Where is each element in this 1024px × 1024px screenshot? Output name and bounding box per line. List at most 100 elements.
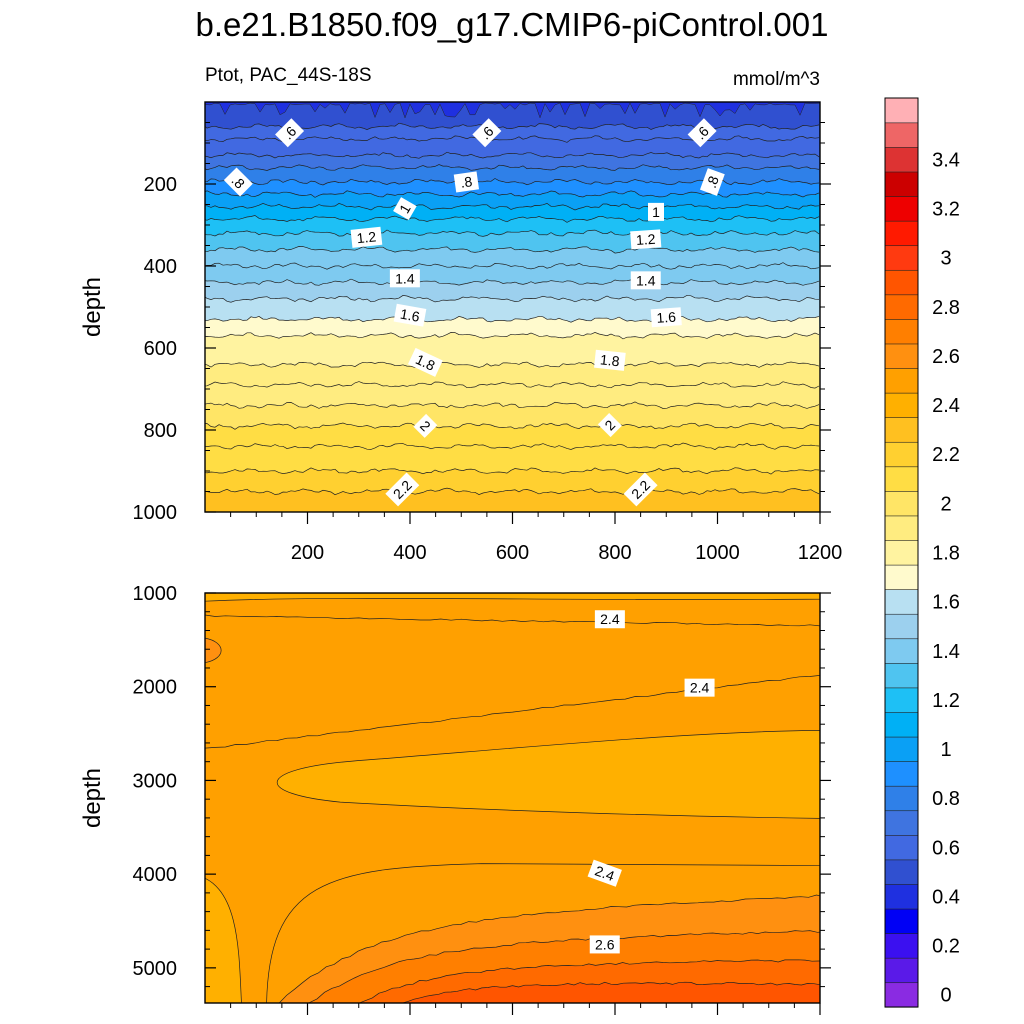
- contour-label-box: [684, 678, 715, 697]
- colorbar: 0 0.2 0.4 0.6 0.8 1 1.2 1.4 1.6 1.8 2 2.2 2.4 2.6 2.8 3…: [884, 97, 960, 1008]
- contour-label: 1.2: [350, 226, 383, 248]
- contour-label-box: [407, 347, 443, 377]
- contour-label: 2.6: [589, 935, 620, 954]
- contour-label: .8: [223, 167, 253, 197]
- colorbar-swatch: [884, 613, 919, 640]
- x-tick-label: 600: [496, 542, 529, 564]
- colorbar-swatch: [884, 687, 919, 713]
- contour-label: 1.8: [594, 349, 626, 371]
- colorbar-swatch: [884, 343, 919, 369]
- colorbar-tick-label: 1.6: [932, 592, 960, 614]
- colorbar-swatch: [884, 171, 919, 197]
- upper-surface-band: [205, 102, 820, 119]
- upper-contour-line: [205, 467, 820, 475]
- colorbar-swatch: [884, 834, 919, 861]
- x-tick-label: 400: [393, 542, 426, 564]
- colorbar-tick-label: 0: [940, 985, 951, 1007]
- lower-panel-contour-labels: 2.4 2.4 2.4 2.6: [587, 610, 715, 954]
- upper-contour-line: [205, 151, 820, 159]
- colorbar-swatch: [884, 810, 919, 836]
- x-tick-label: 1000: [695, 542, 740, 564]
- colorbar-swatch: [884, 441, 919, 468]
- colorbar-tick-label: 0.2: [932, 936, 960, 958]
- upper-contour-line: [205, 315, 820, 323]
- contour-label-box: [699, 168, 725, 196]
- contour-label-box: [687, 118, 717, 148]
- colorbar-swatch: [884, 932, 919, 959]
- contour-label-box: [623, 472, 658, 507]
- colorbar-swatch: [884, 294, 919, 320]
- contour-label-text: .8: [459, 173, 473, 190]
- contour-label-text: 1.8: [413, 351, 438, 374]
- lower-top-band: [205, 593, 820, 602]
- upper-contour-line: [205, 135, 820, 143]
- upper-band-fill: [205, 488, 820, 512]
- upper-contour-line: [205, 332, 820, 340]
- contour-label-box: [275, 118, 305, 148]
- contour-label-text: 1.6: [656, 309, 677, 326]
- units-string: mmol/m^3: [733, 69, 820, 90]
- y-tick-label: 200: [144, 174, 177, 196]
- contour-label-text: .8: [703, 174, 722, 191]
- contour-label: 1: [393, 197, 417, 221]
- lower-contour-line: [205, 675, 820, 749]
- upper-contour-line: [205, 164, 820, 171]
- contour-label: .8: [699, 168, 725, 196]
- upper-contour-line: [205, 294, 820, 303]
- colorbar-tick-label: 1.8: [932, 543, 960, 565]
- contour-label: 2: [413, 413, 438, 438]
- lower-contour-line: [205, 614, 820, 627]
- colorbar-swatch: [884, 564, 919, 590]
- contour-label-text: 1.2: [356, 228, 377, 246]
- lower-y-axis-label: depth: [79, 768, 106, 828]
- contour-label-box: [223, 167, 253, 197]
- colorbar-swatch: [884, 711, 919, 738]
- colorbar-swatch: [884, 957, 919, 984]
- contour-label: .6: [687, 118, 717, 148]
- contour-label: 2.4: [684, 678, 715, 697]
- upper-contour-line: [205, 122, 820, 130]
- x-tick-label: 800: [598, 542, 631, 564]
- colorbar-swatch: [884, 269, 919, 296]
- y-tick-label: 1000: [133, 583, 178, 605]
- colorbar-swatch: [884, 146, 919, 173]
- lower-contour-line: [266, 863, 820, 1003]
- contour-label-text: 1.4: [395, 270, 415, 286]
- colorbar-swatch: [884, 883, 919, 910]
- upper-panel-fills: [205, 102, 820, 512]
- colorbar-tick-label: 3.4: [932, 149, 960, 171]
- contour-label-box: [597, 413, 622, 438]
- contour-label-text: 1.4: [636, 272, 656, 288]
- y-tick-label: 800: [144, 420, 177, 442]
- contour-label: 1.6: [650, 307, 682, 328]
- colorbar-swatch: [884, 982, 919, 1008]
- contour-label-text: 2.6: [595, 936, 615, 952]
- x-tick-label: 1200: [798, 542, 843, 564]
- left-string: Ptot, PAC_44S-18S: [205, 65, 372, 86]
- contour-label-text: 1: [652, 204, 660, 220]
- colorbar-tick-label: 2.6: [932, 346, 960, 368]
- contour-label-box: [594, 349, 626, 371]
- colorbar-swatch: [884, 859, 919, 885]
- contour-label: 1.2: [630, 229, 662, 250]
- y-tick-label: 5000: [133, 958, 178, 980]
- colorbar-swatch: [884, 515, 919, 541]
- upper-contour-line: [205, 381, 820, 389]
- contour-label-box: [587, 859, 622, 887]
- contour-label-text: 1.8: [599, 351, 620, 369]
- colorbar-frame: [884, 97, 919, 1008]
- contour-label: 2.4: [587, 859, 622, 887]
- colorbar-tick-label: 1.4: [932, 641, 960, 663]
- colorbar-tick-label: 2: [940, 493, 951, 515]
- contour-label-text: 2.4: [593, 862, 617, 884]
- contour-label-box: [389, 269, 420, 288]
- chart-title: b.e21.B1850.f09_g17.CMIP6-piControl.001: [196, 6, 829, 43]
- upper-panel-axes: 200 400 600 800 1000 200 400 600 800 1000 1200 dept…: [79, 101, 843, 564]
- contour-label: 1.4: [389, 269, 420, 288]
- lower-deep-band: [401, 981, 820, 1003]
- colorbar-swatch: [884, 245, 919, 271]
- upper-y-axis-label: depth: [79, 277, 106, 337]
- contour-label-box: [385, 472, 420, 507]
- colorbar-swatch: [884, 761, 919, 787]
- colorbar-swatch: [884, 785, 919, 812]
